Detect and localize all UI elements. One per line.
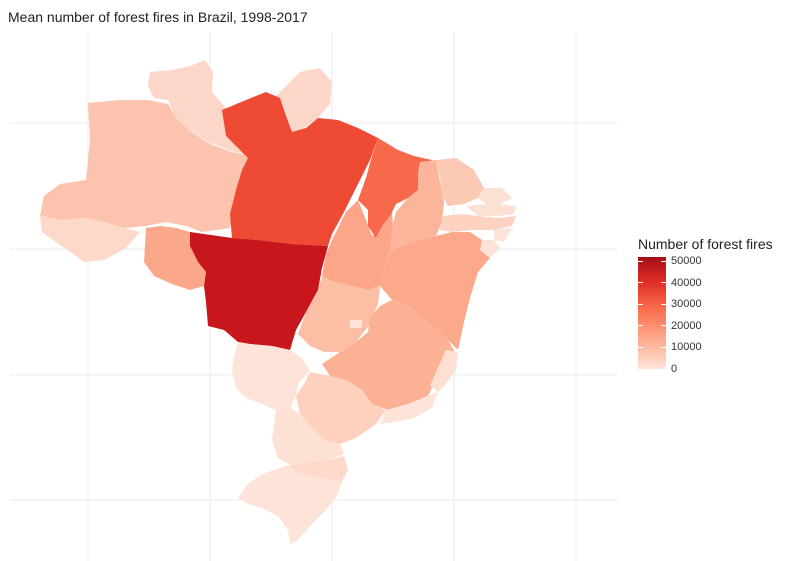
state-para — [222, 92, 378, 246]
state-ceara — [436, 158, 484, 206]
state-distrito-federal — [350, 320, 362, 328]
state-mato-grosso-do-sul — [232, 342, 310, 410]
state-tocantins — [322, 200, 394, 290]
state-maranhao — [358, 138, 432, 238]
state-parana — [272, 408, 344, 466]
legend-title: Number of forest fires — [638, 236, 773, 252]
state-mato-grosso — [190, 232, 328, 350]
state-sergipe — [480, 240, 500, 258]
legend-tick-label: 20000 — [671, 319, 702, 332]
legend-tick-label: 40000 — [671, 276, 702, 289]
state-alagoas — [494, 228, 512, 242]
state-rio-de-janeiro — [380, 392, 438, 424]
legend-tick-label: 50000 — [671, 255, 702, 268]
state-rio-grande-do-norte — [478, 188, 512, 204]
legend-tick-label: 10000 — [671, 341, 702, 354]
map-legend: Number of forest fires 50000 40000 30000 20… — [638, 236, 773, 375]
map-title: Mean number of forest fires in Brazil, 1… — [8, 9, 308, 25]
legend-colorbar — [638, 257, 666, 369]
state-minas-gerais — [322, 300, 456, 410]
states — [40, 60, 516, 544]
state-rondonia — [144, 226, 206, 290]
state-rio-grande-do-sul — [238, 466, 342, 544]
state-sao-paulo — [296, 372, 386, 444]
state-goias — [298, 276, 380, 352]
state-espirito-santo — [430, 350, 458, 392]
state-amazonas — [40, 100, 252, 232]
state-santa-catarina — [286, 456, 348, 482]
state-amapa — [276, 68, 332, 134]
legend-tick-label: 30000 — [671, 298, 702, 311]
legend-colorbar-wrap — [638, 257, 666, 370]
state-piaui — [390, 160, 444, 252]
state-pernambuco — [440, 214, 516, 232]
legend-tick-label: 0 — [671, 363, 678, 375]
state-paraiba — [466, 204, 516, 216]
state-acre — [40, 216, 140, 262]
state-bahia — [380, 232, 490, 350]
